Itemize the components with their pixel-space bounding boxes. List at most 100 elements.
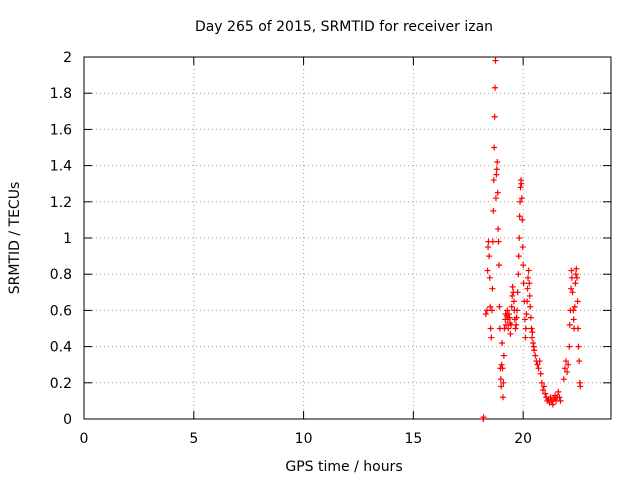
data-point xyxy=(488,307,495,314)
data-point xyxy=(487,303,494,310)
data-point xyxy=(510,298,517,305)
data-point xyxy=(505,325,512,332)
data-point xyxy=(575,343,582,350)
data-point xyxy=(488,334,495,341)
data-point xyxy=(547,394,554,401)
y-axis-label: SRMTID / TECUs xyxy=(7,182,23,295)
data-points xyxy=(480,57,584,422)
y-tick-label: 1.4 xyxy=(50,159,72,175)
y-tick-label: 0 xyxy=(63,412,72,428)
y-tick-label: 1.2 xyxy=(50,195,72,211)
data-point xyxy=(500,379,507,386)
data-point xyxy=(566,343,573,350)
data-point xyxy=(495,225,502,232)
data-point xyxy=(557,397,564,404)
data-point xyxy=(573,274,580,281)
data-point xyxy=(492,84,499,91)
series-srmtid xyxy=(480,57,584,422)
data-point xyxy=(508,303,515,310)
data-point xyxy=(520,280,527,287)
data-point xyxy=(572,280,579,287)
data-point xyxy=(566,321,573,328)
data-point xyxy=(499,339,506,346)
data-point xyxy=(568,285,575,292)
data-point xyxy=(489,285,496,292)
data-point xyxy=(568,267,575,274)
y-tick-label: 0.4 xyxy=(50,340,72,356)
data-point xyxy=(573,265,580,272)
data-point xyxy=(524,298,531,305)
data-point xyxy=(489,238,496,245)
x-tick-label: 20 xyxy=(514,431,532,447)
data-point xyxy=(525,267,532,274)
data-point xyxy=(512,325,519,332)
data-point xyxy=(514,307,521,314)
data-point xyxy=(516,235,523,241)
data-point xyxy=(517,198,524,205)
data-point xyxy=(564,368,571,375)
data-point xyxy=(576,358,583,365)
y-tick-label: 0.2 xyxy=(50,376,72,392)
data-point xyxy=(503,321,510,328)
chart-title: Day 265 of 2015, SRMTID for receiver iza… xyxy=(195,19,493,35)
data-point xyxy=(500,352,507,359)
y-tick-label: 1.8 xyxy=(50,86,72,102)
data-point xyxy=(539,387,546,394)
data-point xyxy=(494,189,501,196)
data-point xyxy=(521,316,528,323)
data-point xyxy=(495,238,502,245)
data-point xyxy=(572,271,579,278)
data-point xyxy=(492,57,499,64)
data-point xyxy=(560,376,567,383)
x-tick-label: 0 xyxy=(80,431,89,447)
y-tick-label: 2 xyxy=(63,50,72,66)
data-point xyxy=(519,216,526,223)
data-point xyxy=(530,339,537,346)
y-tick-label: 0.6 xyxy=(50,303,72,319)
data-point xyxy=(515,253,522,260)
data-point xyxy=(535,365,542,372)
data-point xyxy=(513,314,520,321)
data-point xyxy=(532,352,539,359)
data-point xyxy=(574,298,581,305)
data-point xyxy=(549,401,556,408)
data-point xyxy=(536,358,543,365)
data-point xyxy=(516,213,523,220)
data-point xyxy=(565,361,572,368)
data-point xyxy=(507,330,514,337)
data-point xyxy=(491,144,498,151)
data-point xyxy=(486,253,493,260)
data-point xyxy=(556,394,563,401)
data-point xyxy=(494,158,501,165)
y-tick-label: 1.6 xyxy=(50,122,72,138)
data-point xyxy=(524,274,531,281)
data-point xyxy=(498,383,505,390)
data-point xyxy=(528,325,535,332)
data-point xyxy=(486,274,493,281)
data-point xyxy=(519,244,526,251)
data-point xyxy=(577,383,584,390)
plot-border xyxy=(83,56,612,420)
data-point xyxy=(562,358,569,365)
data-point xyxy=(515,271,522,278)
data-point xyxy=(499,394,506,401)
data-point xyxy=(541,383,548,390)
data-point xyxy=(492,195,499,202)
data-point xyxy=(504,307,511,314)
data-point xyxy=(527,303,534,310)
data-point xyxy=(487,325,494,332)
data-point xyxy=(505,311,512,318)
data-point xyxy=(569,289,576,296)
axes: 00.20.40.60.811.21.41.61.820 5 10 15 20 xyxy=(50,50,612,447)
data-point xyxy=(498,361,505,368)
data-point xyxy=(523,311,530,318)
data-point xyxy=(522,325,529,332)
data-point xyxy=(506,314,513,321)
data-point xyxy=(482,311,489,318)
data-point xyxy=(480,414,487,421)
data-point xyxy=(483,307,490,314)
data-point xyxy=(490,207,497,214)
data-point xyxy=(571,303,578,310)
data-point xyxy=(575,325,582,332)
